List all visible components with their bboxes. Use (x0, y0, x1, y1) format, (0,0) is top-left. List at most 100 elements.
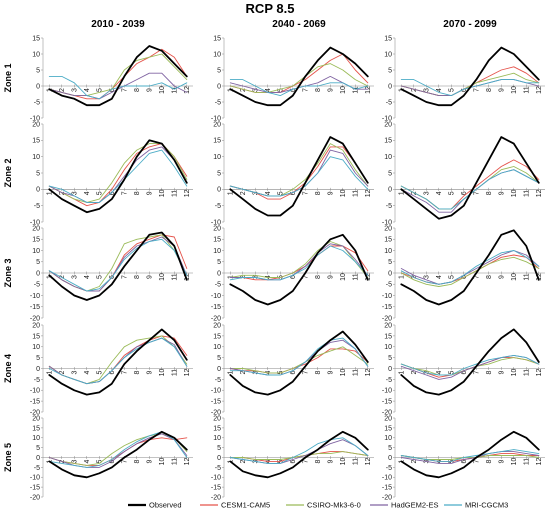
y-tick-label: 20 (32, 225, 40, 232)
month-tick-label: 9 (328, 88, 335, 92)
month-tick-label: 8 (486, 88, 493, 92)
month-tick-label: 6 (290, 88, 297, 92)
series-line-hadgem2-es (400, 451, 540, 464)
y-tick-label: 10 (213, 344, 221, 351)
y-tick-label: 15 (32, 35, 40, 42)
month-tick-label: 11 (524, 458, 531, 465)
month-tick-label: 10 (340, 189, 347, 197)
month-tick-label: 8 (486, 191, 493, 195)
y-tick-label: 15 (384, 35, 392, 42)
month-tick-label: 3 (253, 370, 260, 374)
y-tick-label: -15 (382, 485, 392, 492)
y-tick-label: 5 (36, 259, 40, 266)
series-line-mri-cgcm3 (229, 437, 369, 464)
y-tick-label: -5 (386, 377, 392, 384)
month-tick-label: 12 (365, 189, 372, 197)
zone-label: Zone 4 (3, 354, 13, 383)
month-tick-label: 2 (411, 275, 418, 279)
month-tick-label: 7 (474, 370, 481, 374)
legend-item: MRI-CGCM3 (444, 501, 508, 510)
month-tick-label: 10 (340, 458, 347, 466)
month-tick-label: 10 (340, 86, 347, 94)
month-tick-label: 5 (278, 191, 285, 195)
zone-label: Zone 3 (3, 258, 13, 287)
y-tick-label: -10 (382, 115, 392, 122)
y-tick-label: -10 (30, 115, 40, 122)
y-tick-label: -5 (215, 99, 221, 106)
month-tick-label: 1 (399, 191, 406, 195)
month-tick-label: 10 (511, 458, 518, 466)
y-tick-label: -10 (382, 475, 392, 482)
series-line-mri-cgcm3 (48, 149, 188, 203)
month-tick-label: 8 (134, 88, 141, 92)
y-tick-label: -5 (215, 377, 221, 384)
y-tick-label: 15 (213, 333, 221, 340)
y-tick-label: 20 (32, 415, 40, 422)
month-tick-label: 9 (147, 459, 154, 463)
series-line-cesm1-cam5 (48, 335, 188, 385)
month-tick-label: 12 (184, 189, 191, 197)
y-tick-label: 5 (36, 67, 40, 74)
month-tick-label: 4 (84, 191, 91, 195)
series-line-hadgem2-es (229, 439, 369, 464)
y-tick-label: -5 (386, 282, 392, 289)
y-tick-label: 10 (32, 51, 40, 58)
series-line-observed (229, 430, 369, 479)
month-tick-label: 6 (290, 191, 297, 195)
y-tick-label: 10 (32, 435, 40, 442)
y-tick-label: -10 (382, 219, 392, 226)
y-tick-label: -10 (30, 219, 40, 226)
y-tick-label: 0 (36, 455, 40, 462)
month-tick-label: 8 (486, 459, 493, 463)
month-tick-label: 1 (399, 275, 406, 279)
month-tick-label: 10 (511, 369, 518, 377)
series-line-mri-cgcm3 (400, 354, 540, 376)
month-tick-label: 11 (524, 369, 531, 376)
y-tick-label: -5 (215, 282, 221, 289)
month-tick-label: 2 (411, 370, 418, 374)
y-tick-label: 20 (213, 415, 221, 422)
month-tick-label: 3 (253, 275, 260, 279)
y-tick-label: -20 (211, 315, 221, 322)
month-tick-label: 8 (315, 459, 322, 463)
series-line-csiro-mk3-6-0 (229, 63, 369, 93)
y-tick-label: -10 (211, 388, 221, 395)
month-tick-label: 2 (59, 88, 66, 92)
y-tick-label: 0 (36, 187, 40, 194)
y-tick-label: 5 (217, 355, 221, 362)
y-tick-label: 20 (32, 322, 40, 329)
month-tick-label: 10 (511, 273, 518, 281)
month-tick-label: 11 (353, 86, 360, 93)
series-line-observed (400, 46, 540, 107)
y-tick-label: 10 (213, 248, 221, 255)
y-tick-label: -5 (34, 203, 40, 210)
series-line-observed (48, 328, 188, 396)
month-tick-label: 8 (134, 459, 141, 463)
series-line-observed (229, 46, 369, 107)
month-tick-label: 12 (365, 458, 372, 466)
period-header: 2040 - 2069 (272, 19, 326, 30)
month-tick-label: 2 (59, 275, 66, 279)
y-tick-label: 0 (388, 366, 392, 373)
month-tick-label: 10 (340, 369, 347, 377)
month-tick-label: 6 (461, 459, 468, 463)
series-line-csiro-mk3-6-0 (400, 256, 540, 287)
figure-title: RCP 8.5 (246, 1, 295, 16)
month-tick-label: 2 (411, 88, 418, 92)
y-tick-label: 15 (213, 138, 221, 145)
zone-label: Zone 1 (3, 63, 13, 92)
y-tick-label: 10 (384, 51, 392, 58)
y-tick-label: 20 (384, 121, 392, 128)
y-tick-label: -10 (382, 388, 392, 395)
month-tick-label: 7 (122, 191, 129, 195)
month-tick-label: 7 (303, 459, 310, 463)
period-header: 2070 - 2099 (443, 19, 497, 30)
series-line-mri-cgcm3 (48, 337, 188, 385)
month-tick-label: 10 (511, 86, 518, 94)
month-tick-label: 7 (303, 191, 310, 195)
month-tick-label: 2 (411, 459, 418, 463)
